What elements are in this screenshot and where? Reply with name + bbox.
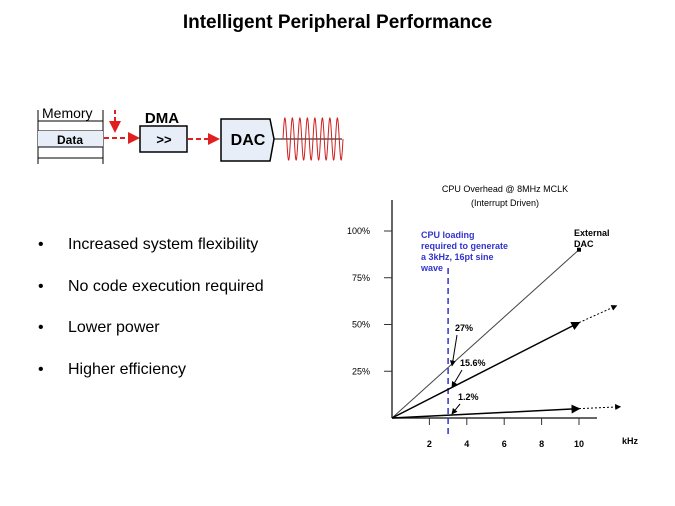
series-extension-2: [578, 404, 622, 411]
y-tick-label: 25%: [352, 366, 370, 376]
dac-label: DAC: [231, 132, 266, 149]
memory-label: Memory: [42, 105, 93, 121]
slide-title: Intelligent Peripheral Performance: [182, 12, 493, 33]
x-tick-label: 8: [539, 439, 544, 449]
bullet-item: • Higher efficiency: [38, 360, 186, 378]
series-label: External DAC: [574, 228, 610, 249]
chart-title: CPU Overhead @ 8MHz MCLK: [442, 184, 568, 194]
series-line-0: [391, 249, 580, 419]
x-tick-label: 6: [502, 439, 507, 449]
y-tick-label: 75%: [352, 273, 370, 283]
bullet-item: • No code execution required: [38, 277, 264, 295]
x-tick-label: 4: [464, 439, 469, 449]
y-tick-label: 50%: [352, 320, 370, 330]
series-end-marker: [577, 247, 581, 252]
series-line-2: [391, 404, 581, 419]
bullet-list: • Increased system flexibility • No code e…: [38, 236, 264, 402]
memory-block: Memory Data: [37, 105, 104, 164]
sine-wave: [282, 117, 344, 161]
dma-label: DMA: [145, 110, 179, 127]
x-tick-label: 2: [427, 439, 432, 449]
annotation-arrow: [451, 369, 463, 388]
annotation-label: 1.2%: [458, 392, 479, 402]
x-axis-label: kHz: [622, 436, 639, 446]
chart-subtitle: (Interrupt Driven): [471, 198, 539, 208]
bullet-item: • Lower power: [38, 319, 160, 336]
dma-box: [139, 125, 188, 153]
annotation-label: 27%: [455, 323, 473, 333]
series-extension-1: [578, 305, 618, 324]
dma-symbol: >>: [156, 132, 172, 147]
series-line-1: [391, 321, 581, 419]
x-tick-label: 10: [574, 439, 584, 449]
data-label: Data: [57, 133, 83, 147]
marker-label: CPU loading required to generate a 3kHz, 1…: [420, 230, 508, 273]
annotation-label: 15.6%: [460, 358, 486, 368]
annotation-arrow: [451, 403, 461, 415]
annotation-arrow: [449, 334, 458, 367]
y-tick-label: 100%: [347, 226, 370, 236]
dma-diagram: Memory Data DMA >> DAC: [37, 105, 344, 164]
bullet-item: • Increased system flexibility: [38, 236, 259, 253]
dac-box: [220, 118, 275, 162]
